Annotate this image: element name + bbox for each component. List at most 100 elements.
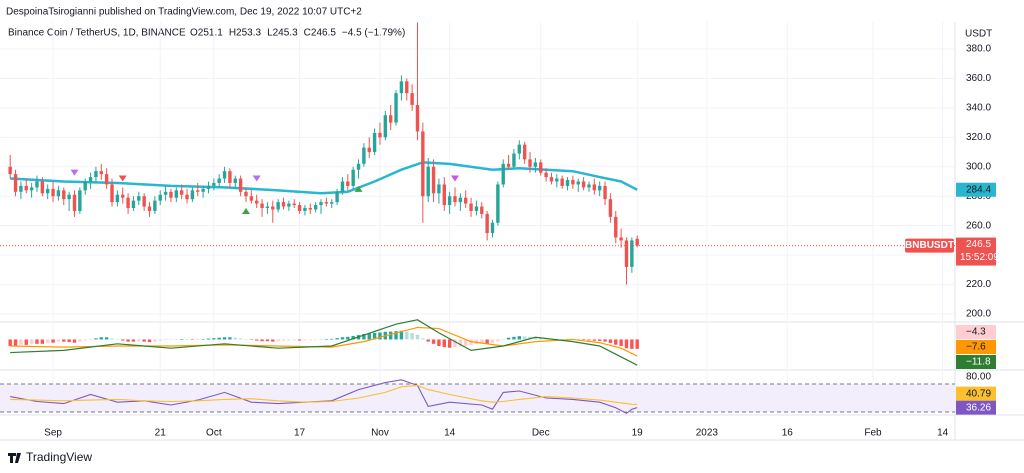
candle-body	[480, 206, 484, 214]
histogram-bar	[163, 339, 168, 341]
rsi-tag-label: 40.79	[966, 388, 991, 399]
histogram-bar	[522, 336, 527, 340]
histogram-bar	[303, 339, 307, 341]
histogram-bar	[40, 339, 45, 344]
y-tick-label: 200.0	[966, 309, 991, 320]
candle-body	[346, 181, 350, 186]
histogram-bar	[260, 339, 264, 342]
candle-body	[464, 197, 468, 204]
candle-body	[72, 194, 77, 211]
candle-body	[372, 132, 377, 153]
candle-body	[260, 203, 264, 209]
histogram-bar	[597, 339, 602, 341]
candle-body	[571, 180, 575, 185]
histogram-bar	[624, 339, 629, 349]
last-price-label: 246.5	[966, 239, 991, 250]
signal-marker	[70, 169, 79, 176]
candle-body	[324, 202, 329, 204]
candle-body	[581, 181, 586, 188]
candle-body	[78, 190, 82, 211]
y-tick-label: 220.0	[966, 279, 991, 290]
candle-body	[597, 185, 602, 191]
candle-body	[131, 200, 136, 209]
candle-body	[121, 194, 125, 198]
candle-body	[40, 181, 45, 194]
histogram-bar	[83, 339, 87, 341]
candle-body	[297, 205, 302, 211]
candle-body	[378, 132, 382, 138]
histogram-bar	[330, 338, 334, 340]
histogram-bar	[533, 337, 538, 340]
candle-body	[367, 147, 371, 153]
candle-body	[351, 169, 355, 186]
candle-body	[319, 202, 323, 206]
x-tick-label: 16	[782, 428, 794, 439]
histogram-bar	[555, 338, 559, 340]
candle-body	[19, 185, 23, 192]
candle-body	[185, 194, 189, 200]
candle-body	[217, 178, 221, 183]
histogram-bar	[121, 339, 125, 341]
histogram-bar	[8, 339, 12, 346]
candle-body	[142, 196, 146, 207]
histogram-bar	[297, 339, 302, 341]
symbol-legend: Binance Coin / TetherUS, 1D, BINANCE	[8, 28, 186, 39]
ohlc-value: H253.3	[229, 28, 262, 39]
histogram-bar	[238, 338, 243, 340]
candle-body	[212, 182, 216, 186]
candle-body	[624, 240, 629, 267]
histogram-bar	[512, 336, 516, 340]
candle-body	[292, 203, 296, 206]
y-tick-label: 380.0	[966, 44, 991, 55]
x-tick-label: Sep	[44, 428, 62, 439]
histogram-bar	[437, 339, 441, 346]
candle-body	[362, 147, 366, 164]
histogram-bar	[453, 339, 457, 348]
macd-tag	[956, 355, 996, 369]
candle-body	[249, 196, 254, 201]
candle-body	[335, 191, 339, 203]
candle-body	[287, 203, 291, 207]
histogram-bar	[287, 339, 291, 341]
candle-body	[356, 163, 361, 170]
histogram-bar	[126, 339, 130, 342]
histogram-bar	[496, 339, 500, 342]
symbol-tag-label: BNBUSDT	[905, 240, 954, 251]
histogram-bar	[581, 339, 586, 341]
signal-marker	[252, 175, 261, 182]
logo	[8, 453, 21, 463]
histogram-bar	[255, 339, 259, 341]
candle-body	[35, 181, 39, 188]
candle-body	[233, 178, 237, 183]
histogram-bar	[405, 331, 409, 340]
signal-marker	[354, 185, 363, 192]
candle-body	[614, 216, 618, 238]
x-tick-label: Feb	[864, 428, 882, 439]
candle-body	[281, 202, 286, 207]
moving-average	[10, 161, 638, 195]
candle-body	[271, 206, 275, 210]
candle-body	[94, 171, 98, 178]
histogram-bar	[265, 339, 270, 342]
macd-tag-label: −4.3	[966, 327, 986, 338]
histogram-bar	[431, 339, 436, 344]
histogram-bar	[131, 339, 136, 342]
histogram-bar	[469, 339, 473, 346]
macd-tag-label: −11.8	[966, 357, 991, 368]
candle-body	[447, 196, 452, 206]
histogram-bar	[630, 339, 634, 349]
histogram-bar	[480, 339, 484, 344]
candle-body	[110, 184, 114, 203]
ohlc-value: −4.5 (−1.79%)	[342, 28, 405, 39]
candle-body	[533, 162, 538, 167]
histogram-bar	[56, 339, 61, 342]
candle-body	[174, 190, 179, 198]
candle-body	[62, 190, 66, 200]
candle-body	[383, 115, 388, 138]
histogram-bar	[196, 339, 200, 340]
candle-body	[490, 222, 495, 234]
candle-body	[458, 197, 463, 203]
histogram-bar	[394, 331, 398, 340]
candle-body	[206, 185, 211, 189]
candle-body	[528, 159, 532, 167]
